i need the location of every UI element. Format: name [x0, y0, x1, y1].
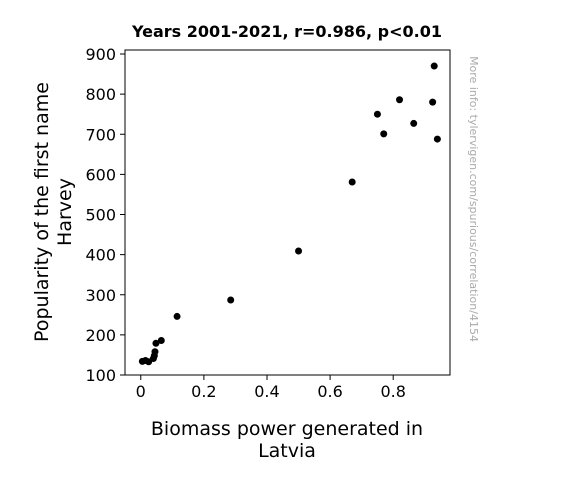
- x-tick-label: 0.6: [317, 382, 342, 401]
- data-point: [433, 135, 441, 143]
- y-tick-label: 100: [85, 366, 116, 385]
- x-tick-label: 0.2: [191, 382, 216, 401]
- data-point: [227, 296, 235, 304]
- x-axis-ticks: 0 0.2 0.4 0.6 0.8: [136, 375, 406, 401]
- y-tick-label: 500: [85, 206, 116, 225]
- data-point: [157, 336, 165, 344]
- y-tick-label: 900: [85, 45, 116, 64]
- data-point: [151, 348, 159, 356]
- x-tick-label: 0: [136, 382, 146, 401]
- y-tick-label: 300: [85, 286, 116, 305]
- data-point: [373, 110, 381, 118]
- data-point: [152, 339, 160, 347]
- y-tick-label: 600: [85, 165, 116, 184]
- y-tick-label: 700: [85, 125, 116, 144]
- y-tick-label: 200: [85, 326, 116, 345]
- data-point: [173, 312, 181, 320]
- y-axis-label-line-2: Harvey: [54, 178, 76, 246]
- x-axis-label-line-2: Latvia: [258, 440, 316, 462]
- data-point: [380, 130, 388, 138]
- plot-frame: [124, 49, 451, 376]
- x-tick-label: 0.4: [254, 382, 279, 401]
- y-axis-ticks: 100 200 300 400 500 600 700 800 900: [85, 45, 125, 385]
- y-tick-label: 800: [85, 85, 116, 104]
- y-axis-label-line-1: Popularity of the first name: [31, 82, 53, 342]
- data-point: [348, 178, 356, 186]
- data-point: [396, 96, 404, 104]
- x-axis-label-line-1: Biomass power generated in: [151, 418, 423, 440]
- data-point: [430, 62, 438, 70]
- source-watermark: More info: tylervigen.com/spurious/corre…: [467, 56, 480, 342]
- data-point: [410, 119, 418, 127]
- x-tick-label: 0.8: [380, 382, 405, 401]
- data-points: [138, 62, 441, 366]
- plot-area: 0 0.2 0.4 0.6 0.8 100 200 300 400 500 600 700 800 90…: [85, 45, 451, 401]
- data-point: [429, 98, 437, 106]
- data-point: [295, 247, 303, 255]
- y-tick-label: 400: [85, 246, 116, 265]
- chart-title: Years 2001-2021, r=0.986, p<0.01: [131, 22, 442, 41]
